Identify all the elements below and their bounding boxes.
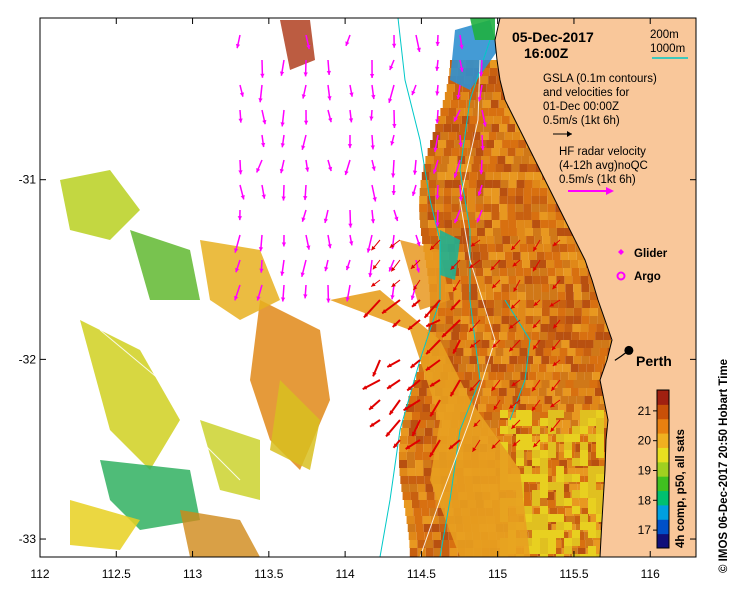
colorbar-swatch <box>657 533 669 549</box>
colorbar: 17 18 19 20 21 <box>638 389 670 549</box>
gsla-note-2: and velocities for <box>543 87 629 99</box>
colorbar-swatch <box>657 504 669 520</box>
gsla-scale-arrow <box>553 131 572 137</box>
plot-frame <box>39 17 697 558</box>
x-tick-label: 112.5 <box>102 567 131 581</box>
colorbar-swatch <box>657 404 669 420</box>
gsla-note-3: 01-Dec 00:00Z <box>543 101 619 113</box>
bathy-legend-200m: 200m <box>650 29 679 41</box>
y-tick-label: -32 <box>19 352 37 366</box>
glider-legend: Glider <box>618 248 668 260</box>
hf-scale-arrow <box>568 187 614 195</box>
map-time: 16:00Z <box>524 45 569 61</box>
colorbar-swatch <box>657 476 669 492</box>
colorbar-swatch <box>657 461 669 477</box>
hf-note-3: 0.5m/s (1kt 6h) <box>559 174 636 186</box>
argo-icon <box>616 271 626 281</box>
x-tick-label: 114.5 <box>407 567 436 581</box>
bathymetry-contours <box>379 18 531 557</box>
x-tick-label: 113 <box>183 567 202 581</box>
gsla-note-1: GSLA (0.1m contours) <box>543 73 657 85</box>
x-tick-label: 112 <box>30 567 49 581</box>
colorbar-swatch <box>657 490 669 506</box>
argo-legend: Argo <box>616 271 661 283</box>
argo-label: Argo <box>634 271 661 283</box>
colorbar-swatch <box>657 418 669 434</box>
gsla-note-4: 0.5m/s (1kt 6h) <box>543 115 620 127</box>
map-date: 05-Dec-2017 <box>512 29 594 45</box>
perth-marker <box>614 345 634 361</box>
x-tick-label: 115 <box>488 567 507 581</box>
y-tick-label: -31 <box>19 173 37 187</box>
colorbar-swatch <box>657 519 669 535</box>
x-tick-label: 115.5 <box>559 567 588 581</box>
y-axis: -31 -32 -33 <box>19 173 696 546</box>
colorbar-tick-label: 18 <box>638 493 652 507</box>
colorbar-swatch <box>657 390 669 405</box>
colorbar-tick-label: 20 <box>638 434 652 448</box>
glider-icon <box>618 249 624 255</box>
colorbar-swatch <box>657 447 669 463</box>
colorbar-tick-label: 19 <box>638 463 652 477</box>
city-label-perth: Perth <box>636 353 672 369</box>
colorbar-label: 4h comp, p50, all sats <box>675 429 687 548</box>
hf-note-1: HF radar velocity <box>559 146 646 158</box>
colorbar-tick-label: 21 <box>638 404 652 418</box>
sst-patches <box>60 18 530 557</box>
colorbar-swatch <box>657 433 669 448</box>
hf-note-2: (4-12h avg)noQC <box>559 160 648 172</box>
colorbar-tick-label: 17 <box>638 523 652 537</box>
y-tick-label: -33 <box>19 532 37 546</box>
land <box>494 18 696 557</box>
x-tick-label: 114 <box>336 567 355 581</box>
credit-text: © IMOS 06-Dec-2017 20:50 Hobart Time <box>718 359 730 573</box>
plot-area <box>40 18 696 557</box>
colorbar-frame <box>656 389 670 549</box>
hf-radar-arrows <box>234 34 487 303</box>
x-tick-label: 113.5 <box>254 567 283 581</box>
glider-label: Glider <box>634 248 668 260</box>
bathy-legend-1000m: 1000m <box>650 43 685 55</box>
x-axis: 112 112.5 113 113.5 114 114.5 115 115.5 116 <box>30 18 660 581</box>
gsla-contours <box>99 59 496 557</box>
x-tick-label: 116 <box>641 567 660 581</box>
gsla-arrows <box>362 239 561 458</box>
